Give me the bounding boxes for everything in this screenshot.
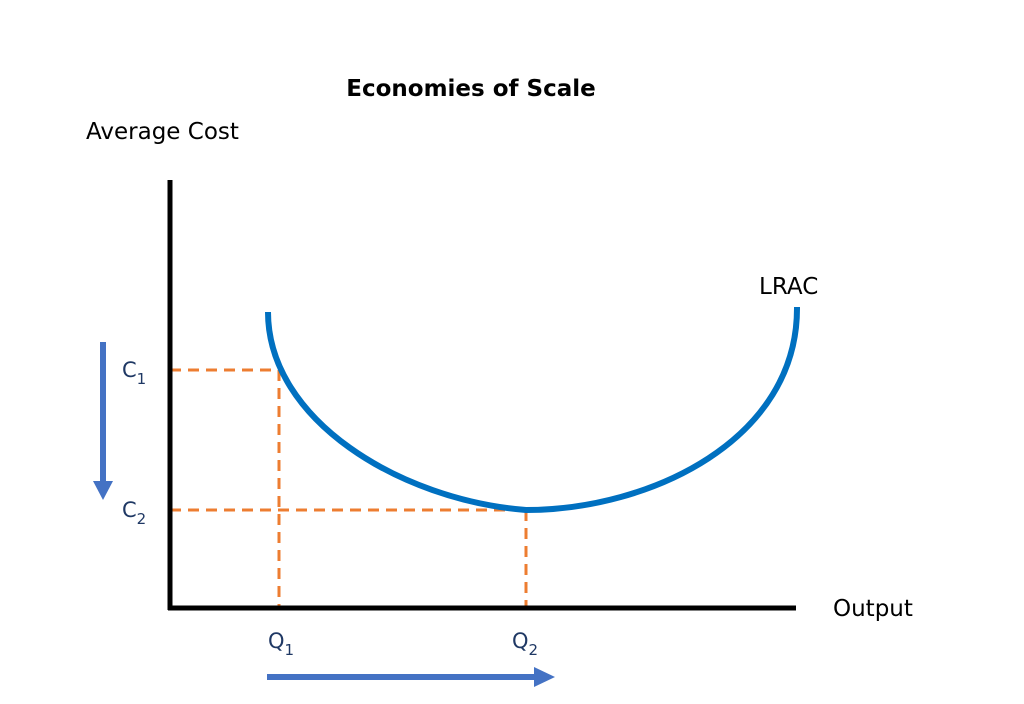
x-tick-q2: Q2 <box>512 629 538 659</box>
y-tick-c1-sub: 1 <box>137 370 147 388</box>
x-tick-q2-main: Q <box>512 629 529 653</box>
y-tick-c1-main: C <box>122 358 137 382</box>
y-tick-c1: C1 <box>122 358 146 388</box>
diagram-title: Economies of Scale <box>346 76 596 102</box>
x-tick-q1-main: Q <box>268 629 285 653</box>
output-increase-arrow-icon <box>267 667 555 687</box>
y-tick-c2-sub: 2 <box>137 510 147 528</box>
y-axis-label: Average Cost <box>86 119 239 145</box>
x-tick-q2-sub: 2 <box>529 641 539 659</box>
x-tick-q1-sub: 1 <box>285 641 295 659</box>
lrac-curve <box>265 306 801 514</box>
guide-lines <box>170 368 528 607</box>
curve-label-lrac: LRAC <box>759 274 818 300</box>
x-tick-q1: Q1 <box>268 629 294 659</box>
cost-decrease-arrow-icon <box>93 342 113 500</box>
x-axis-label: Output <box>833 596 913 622</box>
y-tick-c2: C2 <box>122 498 146 528</box>
y-tick-c2-main: C <box>122 498 137 522</box>
